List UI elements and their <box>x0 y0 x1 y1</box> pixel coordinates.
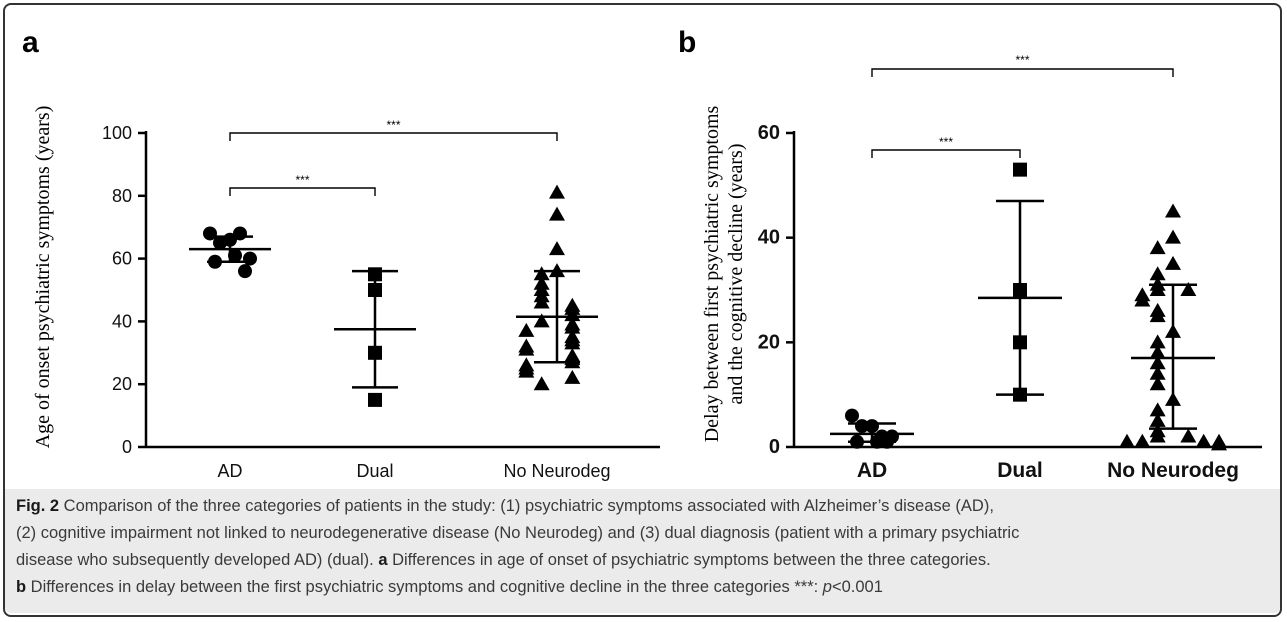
caption-panel-a-ref: a <box>378 551 388 569</box>
data-point-triangle <box>1180 282 1197 296</box>
data-point-triangle <box>1134 292 1151 307</box>
caption-line-2: (2) cognitive impairment not linked to n… <box>16 523 1019 543</box>
x-tick-label: Dual <box>356 461 393 481</box>
data-point-triangle <box>518 363 535 378</box>
caption-text-1: Comparison of the three categories of pa… <box>59 497 994 515</box>
y-tick-label: 0 <box>769 436 780 458</box>
data-point-triangle <box>1149 240 1166 255</box>
caption-fig-label: Fig. 2 <box>16 497 60 515</box>
y-axis-label-a: Age of onset psychiatric symptoms (years… <box>32 106 54 449</box>
y-tick-label: 80 <box>112 186 132 206</box>
data-point-triangle <box>1165 255 1181 270</box>
data-point-triangle <box>564 319 581 334</box>
x-tick-label: AD <box>857 459 887 482</box>
data-point-triangle <box>1149 428 1166 443</box>
panel-label-a: a <box>22 26 39 59</box>
significance-label: *** <box>1015 53 1029 67</box>
data-point-triangle <box>1134 433 1151 448</box>
data-point-circle <box>233 226 247 241</box>
y-tick-label: 60 <box>112 249 132 269</box>
chart-panel-b: Delay between first psychiatric symptoms… <box>701 53 1262 482</box>
x-tick-label: No Neurodeg <box>1107 459 1239 482</box>
data-point-triangle <box>533 313 550 328</box>
significance-bracket <box>871 68 1174 77</box>
data-point-square <box>1013 162 1027 177</box>
data-point-triangle <box>1149 334 1166 349</box>
data-point-circle <box>238 264 252 279</box>
caption-panel-b-ref: b <box>16 578 27 596</box>
data-point-triangle <box>1195 433 1212 448</box>
y-tick-label: 20 <box>112 374 132 394</box>
data-point-square <box>368 392 382 407</box>
data-point-triangle <box>549 241 565 256</box>
data-point-triangle <box>518 322 535 337</box>
x-tick-label: No Neurodeg <box>503 461 610 481</box>
caption-text-3b: Differences in age of onset of psychiatr… <box>387 551 991 569</box>
caption-text-4: Differences in delay between the first p… <box>26 578 823 596</box>
caption-line-3: disease who subsequently developed AD) (… <box>16 550 991 570</box>
y-tick-label: 40 <box>112 311 132 331</box>
caption-text-3: disease who subsequently developed AD) (… <box>16 551 379 569</box>
data-point-triangle <box>549 206 565 221</box>
caption-text-2: (2) cognitive impairment not linked to n… <box>16 524 1020 542</box>
caption-line-1: Fig. 2 Comparison of the three categorie… <box>16 496 994 516</box>
significance-bracket <box>871 149 1021 158</box>
y-tick-label: 0 <box>122 437 132 457</box>
data-point-triangle <box>1211 436 1227 451</box>
y-tick-label: 40 <box>758 227 780 249</box>
data-point-triangle <box>1149 282 1166 296</box>
data-point-triangle <box>1119 433 1135 448</box>
data-point-triangle <box>1149 412 1166 427</box>
x-tick-label: Dual <box>997 459 1043 482</box>
data-point-circle <box>845 408 859 423</box>
x-tick-label: AD <box>217 461 242 481</box>
chart-panel-a: Age of onset psychiatric symptoms (years… <box>32 106 660 481</box>
data-point-triangle <box>1149 308 1166 323</box>
data-point-triangle <box>1165 203 1181 218</box>
caption-line-4: b Differences in delay between the first… <box>16 577 883 597</box>
significance-bracket <box>229 132 558 141</box>
caption-box <box>5 489 1280 613</box>
data-point-triangle <box>1149 355 1166 370</box>
data-point-triangle <box>549 184 565 199</box>
data-point-triangle <box>1149 266 1166 281</box>
data-point-triangle <box>1149 365 1166 380</box>
caption-text-4b: <0.001 <box>831 578 883 596</box>
y-tick-label: 20 <box>758 331 780 353</box>
caption-p-symbol: p <box>822 578 832 596</box>
data-point-triangle <box>533 294 550 309</box>
data-point-triangle <box>564 369 581 384</box>
data-point-triangle <box>1180 428 1197 443</box>
y-tick-label: 100 <box>102 123 132 143</box>
data-point-triangle <box>533 376 550 391</box>
data-point-triangle <box>1149 376 1166 391</box>
panel-label-b: b <box>678 26 696 59</box>
y-tick-label: 60 <box>758 122 780 144</box>
significance-label: *** <box>386 118 400 132</box>
y-axis-label-b-line2: and the cognitive decline (years) <box>725 144 747 405</box>
significance-label: *** <box>295 173 309 187</box>
data-point-circle <box>228 248 242 263</box>
data-point-triangle <box>1165 229 1181 244</box>
significance-label: *** <box>939 135 953 149</box>
data-point-triangle <box>518 341 535 356</box>
data-point-triangle <box>533 266 550 281</box>
significance-bracket <box>229 187 376 196</box>
data-point-triangle <box>564 335 581 350</box>
data-point-triangle <box>1149 344 1166 359</box>
y-axis-label-b-line1: Delay between first psychiatric symptoms <box>701 105 723 442</box>
data-point-triangle <box>1149 402 1166 417</box>
data-point-circle <box>243 251 257 266</box>
